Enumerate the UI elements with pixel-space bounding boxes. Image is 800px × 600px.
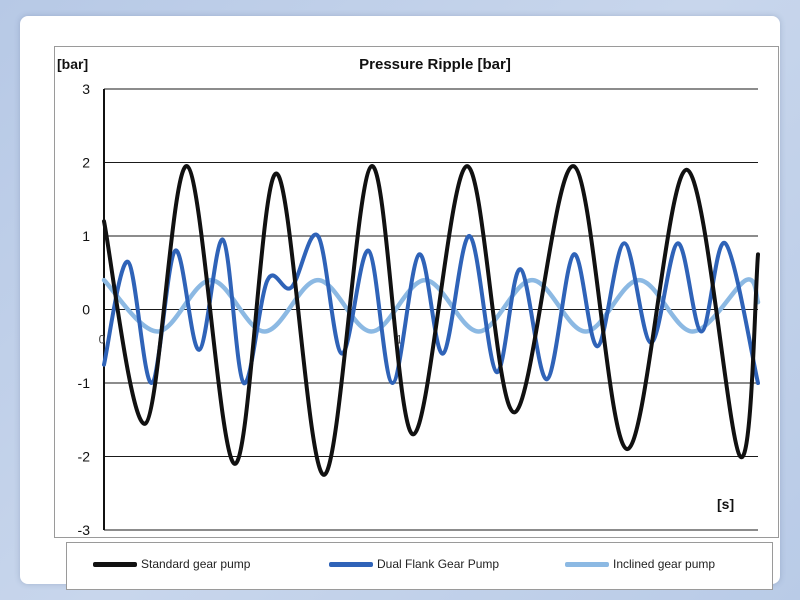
y-tick-label: 2 — [82, 155, 90, 171]
legend-label-dual-flank: Dual Flank Gear Pump — [377, 557, 500, 571]
y-axis-label: [bar] — [57, 56, 88, 72]
legend-label-standard: Standard gear pump — [141, 557, 251, 571]
series-dual-flank-gear-pump — [102, 232, 760, 386]
chart-title: Pressure Ripple [bar] — [359, 56, 511, 73]
series-standard-gear-pump — [102, 164, 760, 477]
chart-area: Pressure Ripple [bar] [bar] [s] 3 2 1 0 -1 -2… — [54, 46, 779, 538]
legend-swatch-standard — [93, 561, 137, 567]
legend-swatch-inclined — [565, 561, 609, 567]
y-tick-label: 0 — [82, 302, 90, 318]
legend-item-dual-flank: Dual Flank Gear Pump — [329, 557, 499, 571]
y-tick-label: -3 — [78, 522, 91, 537]
series-inclined-gear-pump — [101, 277, 761, 334]
legend-label-inclined: Inclined gear pump — [613, 557, 716, 571]
legend-item-standard: Standard gear pump — [93, 557, 250, 571]
chart-frame: Pressure Ripple [bar] [bar] [s] 3 2 1 0 -1 -2… — [20, 16, 780, 590]
legend-swatch-dual-flank — [329, 561, 373, 567]
pressure-ripple-chart: Pressure Ripple [bar] [bar] [s] 3 2 1 0 -1 -2… — [57, 56, 761, 537]
chart-legend: Standard gear pump Dual Flank Gear Pump … — [66, 542, 773, 590]
y-tick-label: -2 — [78, 449, 91, 465]
y-tick-label: 3 — [82, 81, 90, 97]
y-tick-label: 1 — [82, 228, 90, 244]
x-tick-label: 0 — [99, 333, 106, 347]
y-tick-label: -1 — [78, 375, 91, 391]
x-axis-label: [s] — [717, 496, 734, 512]
legend-item-inclined: Inclined gear pump — [565, 557, 715, 571]
x-tick-label: 1 — [396, 333, 403, 347]
